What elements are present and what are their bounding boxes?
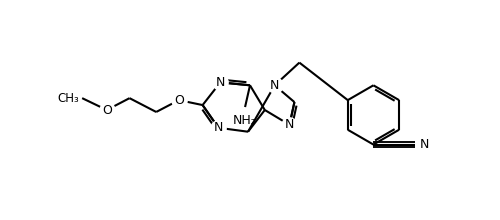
Text: O: O — [174, 94, 184, 107]
Text: NH₂: NH₂ — [233, 114, 257, 127]
Text: N: N — [214, 121, 223, 134]
Text: N: N — [420, 138, 429, 151]
Text: N: N — [216, 76, 225, 89]
Text: O: O — [102, 103, 112, 117]
Text: N: N — [285, 118, 294, 131]
Text: CH₃: CH₃ — [58, 92, 79, 105]
Text: N: N — [270, 79, 280, 92]
